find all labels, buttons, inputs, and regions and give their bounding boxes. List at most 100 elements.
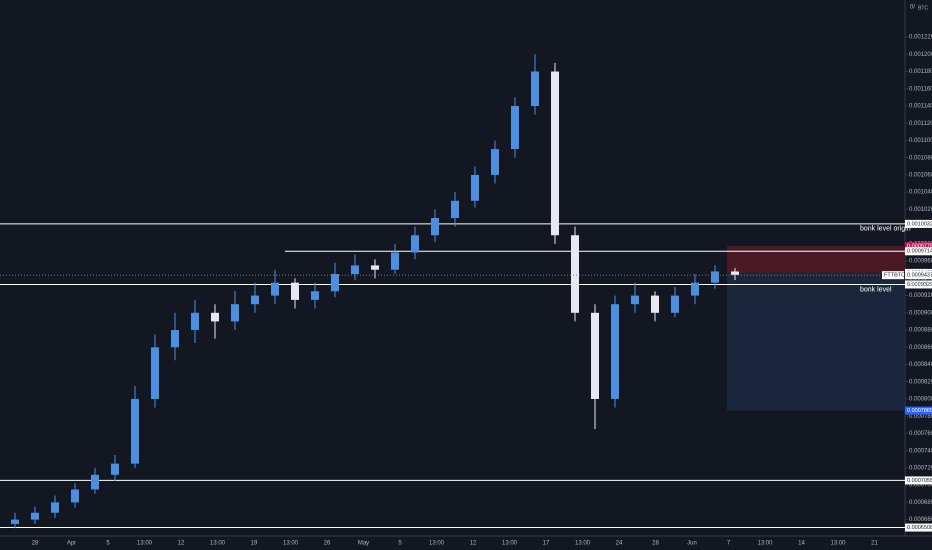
- countdown: 23:05:17: [907, 282, 928, 288]
- y-tick-label: 0.0008600: [909, 345, 932, 351]
- y-tick-label: 0.0010800: [909, 155, 932, 161]
- candle-body: [31, 512, 39, 520]
- y-tick-label: 0.0011800: [909, 69, 932, 75]
- price-tag-label: 0.0009714: [907, 249, 932, 255]
- candle-body: [11, 519, 19, 524]
- x-tick-label: 26: [324, 541, 331, 547]
- price-tag: [905, 523, 932, 532]
- price-tag-label: 0.0009437: [907, 273, 932, 279]
- candle-body: [391, 252, 399, 270]
- candle-body: [511, 105, 519, 150]
- x-tick-label: 13:00: [210, 541, 226, 547]
- y-tick-label: 0.0008000: [909, 397, 932, 403]
- x-tick-label: May: [358, 541, 369, 547]
- y-tick-label: 0.0009000: [909, 310, 932, 316]
- candle-body: [531, 71, 539, 106]
- candle-body: [71, 489, 79, 503]
- price-tag: [905, 242, 932, 251]
- x-tick-label: 13:00: [575, 541, 591, 547]
- candle-body: [351, 265, 359, 275]
- price-tag: [905, 219, 932, 228]
- x-tick-label: Apr: [67, 541, 76, 547]
- y-tick-label: 0.0008200: [909, 379, 932, 385]
- price-tag: [905, 247, 932, 256]
- y-tick-label: 0.0009200: [909, 293, 932, 299]
- y-tick-label: 0.0012200: [909, 35, 932, 41]
- level-label: bonk level: [860, 286, 892, 293]
- y-tick-label: 0.0007600: [909, 431, 932, 437]
- x-tick-label: 28: [652, 541, 659, 547]
- currency: BTC: [918, 5, 928, 11]
- y-tick-label: 0.0010400: [909, 190, 932, 196]
- x-tick-label: Jun: [687, 541, 697, 547]
- x-tick-label: 5: [106, 541, 110, 547]
- candle-body: [231, 304, 239, 322]
- candle-body: [431, 218, 439, 236]
- candle-body: [631, 295, 639, 305]
- y-tick-label: 0.0007400: [909, 448, 932, 454]
- price-tag-label: 0.0007865: [907, 408, 932, 414]
- candle-body: [51, 502, 59, 513]
- y-tick-label: 0.0008800: [909, 328, 932, 334]
- y-tick-label: 0.0008400: [909, 362, 932, 368]
- candle-body: [211, 312, 219, 322]
- candle-body: [591, 312, 599, 399]
- candle-body: [151, 347, 159, 399]
- candle-body: [711, 271, 719, 283]
- x-tick-label: 13:00: [429, 541, 445, 547]
- scale-label: 0/: [910, 5, 915, 11]
- price-tag-label: 0.0009329: [907, 282, 932, 288]
- price-tag-label: 0.0006508: [907, 525, 932, 531]
- x-tick-label: 19: [251, 541, 258, 547]
- y-tick-label: 0.0012000: [909, 52, 932, 58]
- price-tag-label: 0.0010032: [907, 221, 932, 227]
- candle-body: [311, 291, 319, 300]
- x-tick-label: 13:00: [830, 541, 846, 547]
- x-tick-label: 17: [543, 541, 550, 547]
- price-tag: [905, 271, 932, 280]
- x-tick-label: 21: [871, 541, 878, 547]
- candle-body: [571, 235, 579, 313]
- candle-body: [651, 295, 659, 313]
- y-tick-label: 0.0007200: [909, 466, 932, 472]
- candle-body: [671, 295, 679, 313]
- candle-body: [611, 304, 619, 399]
- price-tag: [905, 476, 932, 485]
- x-tick-label: 13:00: [502, 541, 518, 547]
- y-tick-label: 0.0011200: [909, 121, 932, 127]
- price-tag: [905, 406, 932, 415]
- x-tick-label: 5: [398, 541, 402, 547]
- y-tick-label: 0.0007800: [909, 414, 932, 420]
- x-tick-label: 7: [727, 541, 731, 547]
- x-tick-label: 12: [178, 541, 185, 547]
- candle-body: [91, 474, 99, 490]
- x-tick-label: 28: [32, 541, 39, 547]
- zone: [727, 246, 905, 273]
- candle-body: [491, 149, 499, 175]
- y-tick-label: 0.0010600: [909, 173, 932, 179]
- x-tick-label: 14: [798, 541, 805, 547]
- candle-body: [371, 265, 379, 270]
- x-tick-label: 13:00: [283, 541, 299, 547]
- y-tick-label: 0.0011400: [909, 104, 932, 110]
- candle-body: [471, 174, 479, 201]
- price-tag-label: 0.0007055: [907, 478, 932, 484]
- candle-body: [451, 200, 459, 219]
- candle-body: [411, 235, 419, 253]
- candle-body: [171, 330, 179, 348]
- symbol: FTTBTC: [884, 273, 905, 279]
- price-tag-label: 0.0009775: [907, 243, 932, 249]
- candle-body: [331, 274, 339, 292]
- x-tick-label: 24: [616, 541, 623, 547]
- candle-body: [291, 282, 299, 300]
- candle-body: [731, 271, 739, 275]
- level-label: bonk level origin: [860, 226, 911, 233]
- y-tick-label: 0.0009600: [909, 259, 932, 265]
- candle-body: [111, 463, 119, 475]
- x-tick-label: 13:00: [137, 541, 153, 547]
- candle-body: [191, 312, 199, 331]
- candle-body: [251, 295, 259, 305]
- candle-body: [691, 282, 699, 296]
- price-tag: [905, 280, 932, 289]
